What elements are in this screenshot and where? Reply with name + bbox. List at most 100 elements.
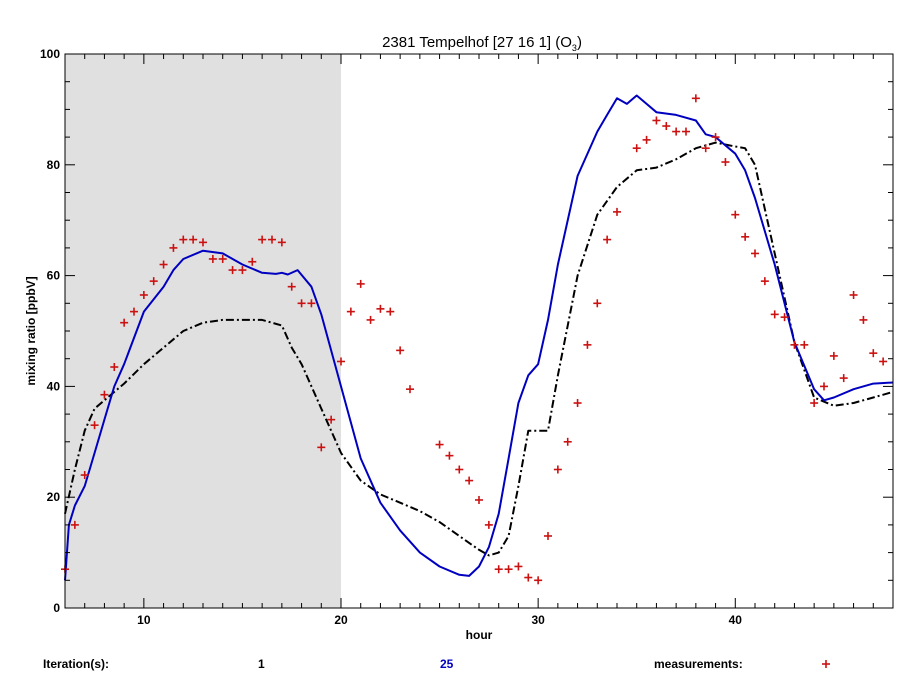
series-line-1 [64,141,894,557]
measurement-point [110,363,119,372]
legend-item-iteration-1: 1 [258,657,265,671]
measurement-point [189,235,198,244]
measurement-point [346,307,355,316]
axis-ticks [64,53,894,609]
measurement-point [524,573,533,582]
measurement-point [553,465,562,474]
measurement-point [396,346,405,355]
measurement-point [307,299,316,308]
measurement-point [691,94,700,103]
measurement-point [869,349,878,358]
measurement-point [583,340,592,349]
measurement-point [849,290,858,299]
legend: Iteration(s): 1 25 measurements: [43,657,830,671]
measurement-point [839,374,848,383]
measurement-point [149,277,158,286]
measurement-point [258,235,267,244]
measurement-point [484,520,493,529]
tick-labels: 10 20 30 40 0 20 40 60 80 100 [40,47,742,627]
measurement-point [770,310,779,319]
measurement-point [297,299,306,308]
measurement-point [642,135,651,144]
measurement-point [238,266,247,275]
measurement-point [130,307,138,316]
legend-item-iteration-25: 25 [440,657,454,671]
measurement-point [751,249,759,258]
legend-label: Iteration(s): [43,657,109,671]
measurement-point [593,299,602,308]
measurement-point [317,443,326,452]
x-tick-label: 20 [334,613,348,627]
measurement-point [248,257,257,266]
measurement-point [139,290,148,299]
measurement-point [662,122,671,131]
measurement-point [386,307,395,316]
measurement-point [277,238,286,247]
series-lines [64,94,894,581]
measurement-point [731,210,740,219]
y-tick-label: 80 [47,158,61,172]
measurement-point [721,158,730,167]
measurement-point [603,235,612,244]
measurement-point [159,260,168,269]
x-tick-label: 30 [531,613,545,627]
measurement-point [701,144,710,153]
measurement-point [455,465,464,474]
measurement-point [504,565,513,574]
measurement-point [376,304,385,313]
measurement-point [682,127,690,136]
measurement-point [780,313,789,322]
y-tick-label: 100 [40,47,60,61]
measurement-point [120,318,129,327]
measurement-points [61,94,888,585]
measurement-point [514,562,523,571]
measurement-point [208,254,217,263]
chart-title-suffix: ) [577,34,582,51]
measurement-point [494,565,503,574]
legend-measurement-marker [822,660,830,668]
y-tick-label: 40 [47,379,61,393]
measurement-point [859,315,868,324]
measurement-point [741,232,750,241]
y-tick-label: 0 [53,601,60,615]
measurement-point [445,451,454,460]
measurement-point [632,144,641,153]
chart-title-subscript: 3 [572,43,577,53]
measurement-point [435,440,444,449]
legend-item-measurements: measurements: [654,657,743,671]
measurement-point [228,266,237,275]
measurement-point [356,279,365,288]
measurement-point [100,390,109,399]
measurement-point [199,238,207,247]
x-tick-label: 40 [729,613,743,627]
measurement-point [563,437,572,446]
measurement-point [672,127,681,136]
measurement-point [711,133,720,142]
measurement-point [790,340,799,349]
y-tick-label: 20 [47,490,61,504]
series-line-2 [64,94,894,581]
measurement-point [613,207,621,216]
measurement-point [465,476,474,485]
x-tick-label: 10 [137,613,151,627]
measurement-point [879,357,888,366]
measurement-point [337,357,345,366]
legend-plus-marker [822,660,830,668]
measurement-point [70,520,79,529]
measurement-point [327,415,336,424]
measurement-point [268,235,276,244]
y-axis-label: mixing ratio [ppbV] [24,276,38,385]
measurement-point [573,399,582,408]
measurement-point [760,277,769,286]
measurement-point [287,282,296,291]
measurement-point [406,385,414,394]
measurement-point [810,399,819,408]
chart-title: 2381 Tempelhof [27 16 1] (O3) [382,34,582,53]
measurement-point [80,471,89,480]
measurement-point [829,351,838,360]
measurement-point [820,382,828,391]
measurement-point [544,531,552,540]
measurement-point [800,340,809,349]
measurement-point [218,254,227,263]
